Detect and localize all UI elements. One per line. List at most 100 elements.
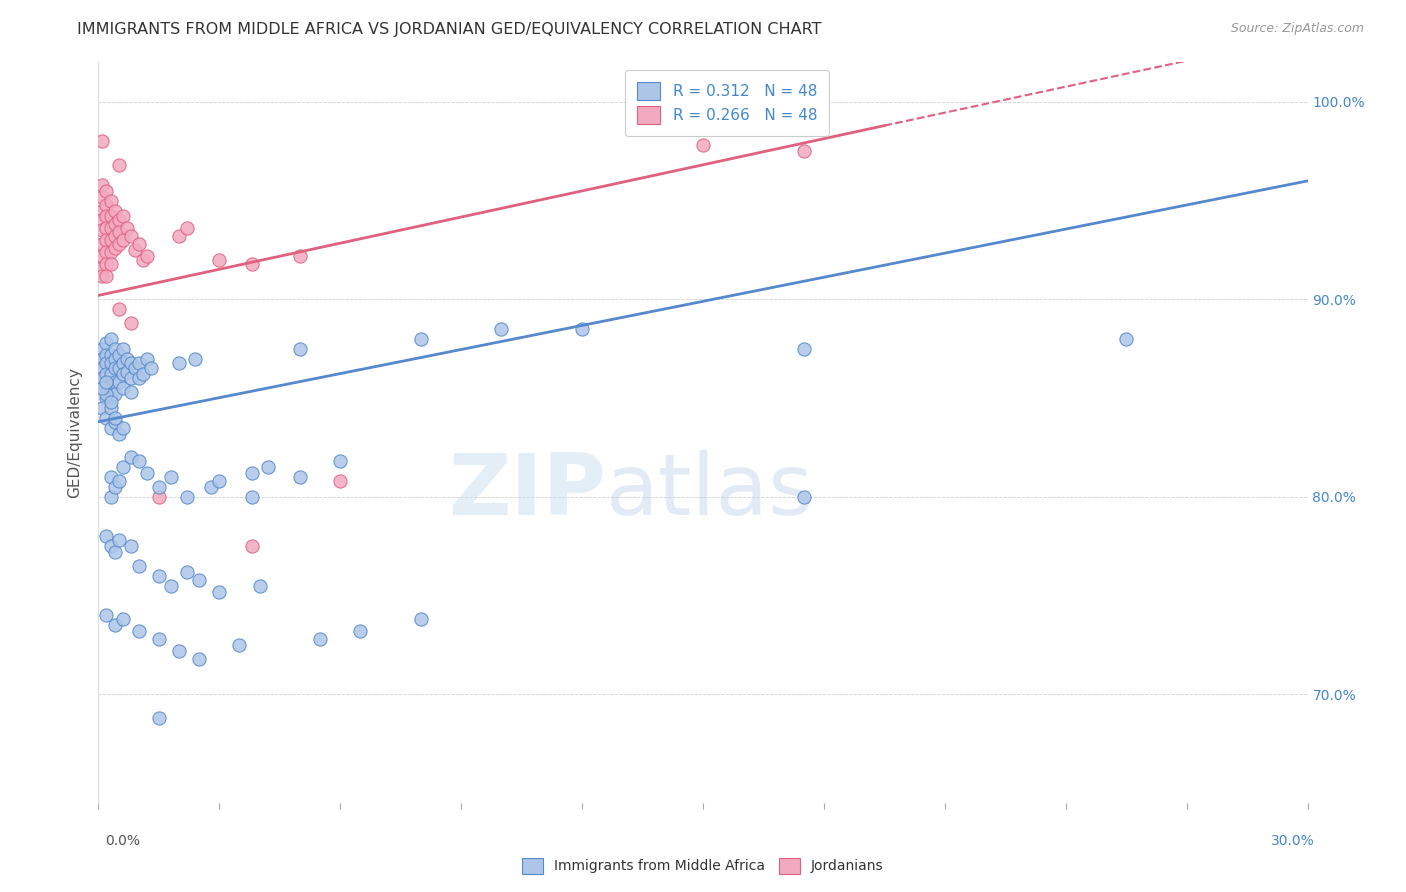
Point bbox=[176, 221, 198, 235]
Point bbox=[100, 539, 122, 553]
Point bbox=[132, 368, 155, 382]
Point bbox=[100, 490, 122, 504]
Point bbox=[329, 454, 352, 468]
Point bbox=[91, 268, 114, 283]
Point bbox=[103, 376, 125, 390]
Point bbox=[91, 190, 114, 204]
Point bbox=[148, 568, 170, 582]
Text: IMMIGRANTS FROM MIDDLE AFRICA VS JORDANIAN GED/EQUIVALENCY CORRELATION CHART: IMMIGRANTS FROM MIDDLE AFRICA VS JORDANI… bbox=[77, 22, 823, 37]
Point bbox=[91, 371, 114, 385]
Point bbox=[103, 229, 125, 244]
Point bbox=[103, 387, 125, 401]
Point bbox=[96, 221, 118, 235]
Point bbox=[107, 302, 129, 317]
Point bbox=[167, 229, 190, 244]
Point bbox=[176, 490, 198, 504]
Point bbox=[128, 371, 150, 385]
Point bbox=[124, 243, 146, 257]
Point bbox=[91, 135, 114, 149]
Point bbox=[120, 385, 142, 400]
Point bbox=[91, 361, 114, 376]
Point bbox=[96, 348, 118, 362]
Point bbox=[100, 368, 122, 382]
Point bbox=[100, 395, 122, 409]
Point bbox=[96, 381, 118, 395]
Point bbox=[111, 368, 134, 382]
Point bbox=[96, 257, 118, 271]
Point bbox=[96, 184, 118, 198]
Point bbox=[793, 342, 815, 356]
Point bbox=[409, 612, 432, 626]
Point bbox=[208, 252, 231, 267]
Point bbox=[120, 229, 142, 244]
Point bbox=[184, 351, 207, 366]
Point bbox=[107, 158, 129, 172]
Point bbox=[120, 355, 142, 369]
Point bbox=[1115, 332, 1137, 346]
Point bbox=[100, 221, 122, 235]
Point bbox=[96, 391, 118, 405]
Point bbox=[188, 651, 211, 665]
Point bbox=[288, 249, 311, 263]
Point bbox=[148, 490, 170, 504]
Point bbox=[96, 355, 118, 369]
Point bbox=[103, 415, 125, 429]
Point bbox=[91, 249, 114, 263]
Legend: R = 0.312   N = 48, R = 0.266   N = 48: R = 0.312 N = 48, R = 0.266 N = 48 bbox=[626, 70, 830, 136]
Point bbox=[240, 257, 263, 271]
Point bbox=[160, 579, 183, 593]
Point bbox=[100, 470, 122, 484]
Point bbox=[115, 351, 138, 366]
Point bbox=[107, 237, 129, 252]
Point bbox=[491, 322, 513, 336]
Point bbox=[793, 145, 815, 159]
Point bbox=[288, 342, 311, 356]
Point bbox=[249, 579, 271, 593]
Point bbox=[107, 376, 129, 390]
Point bbox=[208, 584, 231, 599]
Point bbox=[115, 221, 138, 235]
Point bbox=[96, 335, 118, 350]
Point bbox=[111, 460, 134, 475]
Point bbox=[96, 197, 118, 211]
Point bbox=[107, 474, 129, 488]
Point bbox=[128, 237, 150, 252]
Point bbox=[256, 460, 278, 475]
Point bbox=[103, 545, 125, 559]
Point bbox=[100, 379, 122, 393]
Point bbox=[103, 241, 125, 255]
Point bbox=[96, 608, 118, 623]
Point bbox=[111, 342, 134, 356]
Point bbox=[111, 612, 134, 626]
Point bbox=[103, 203, 125, 218]
Text: 0.0%: 0.0% bbox=[105, 834, 141, 848]
Point bbox=[91, 223, 114, 237]
Point bbox=[188, 573, 211, 587]
Point bbox=[107, 361, 129, 376]
Point bbox=[100, 355, 122, 369]
Point bbox=[139, 361, 162, 376]
Point bbox=[208, 474, 231, 488]
Point bbox=[167, 355, 190, 369]
Point bbox=[200, 480, 222, 494]
Point bbox=[103, 618, 125, 632]
Point bbox=[103, 361, 125, 376]
Point bbox=[111, 233, 134, 247]
Point bbox=[120, 371, 142, 385]
Point bbox=[96, 244, 118, 259]
Point bbox=[91, 203, 114, 218]
Point bbox=[100, 233, 122, 247]
Point bbox=[91, 237, 114, 252]
Point bbox=[176, 565, 198, 579]
Point bbox=[100, 348, 122, 362]
Point bbox=[793, 490, 815, 504]
Point bbox=[91, 342, 114, 356]
Point bbox=[100, 332, 122, 346]
Point bbox=[148, 632, 170, 646]
Point bbox=[100, 257, 122, 271]
Point bbox=[111, 210, 134, 224]
Point bbox=[120, 316, 142, 330]
Point bbox=[100, 401, 122, 415]
Point bbox=[107, 426, 129, 441]
Y-axis label: GED/Equivalency: GED/Equivalency bbox=[67, 368, 83, 498]
